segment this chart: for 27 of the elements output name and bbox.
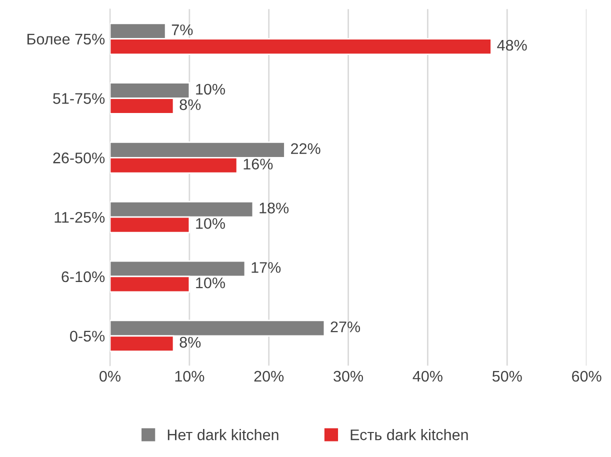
y-tick-label: 11-25% [54, 212, 105, 223]
y-tick-label: Более 75% [27, 34, 105, 45]
x-tick-label: 60% [572, 370, 602, 382]
data-label: 8% [180, 99, 201, 110]
x-tick-label: 30% [334, 370, 364, 382]
data-label: 22% [291, 143, 320, 154]
legend-label: Нет dark kitchen [168, 429, 278, 440]
data-label: 16% [244, 158, 273, 170]
y-tick-label: 51-75% [53, 93, 105, 104]
y-tick-label: 6-10% [62, 271, 105, 282]
data-label: 10% [196, 277, 225, 288]
x-tick-label: 40% [412, 370, 442, 382]
x-tick-label: 50% [492, 370, 522, 382]
data-label: 27% [330, 321, 360, 332]
y-tick-label: 26-50% [53, 152, 105, 164]
data-label: 8% [180, 336, 201, 348]
data-label: 10% [196, 218, 225, 229]
y-tick-label: 0-5% [70, 330, 105, 342]
data-label: 18% [260, 202, 289, 214]
x-tick-label: 10% [175, 370, 204, 382]
x-tick-label: 20% [254, 370, 284, 382]
legend-label: Есть dark kitchen [350, 429, 468, 440]
x-tick-label: 0% [100, 370, 120, 382]
data-label: 10% [196, 84, 225, 95]
data-label: 48% [497, 40, 527, 51]
data-label: 17% [252, 262, 281, 273]
data-label: 7% [172, 24, 193, 36]
